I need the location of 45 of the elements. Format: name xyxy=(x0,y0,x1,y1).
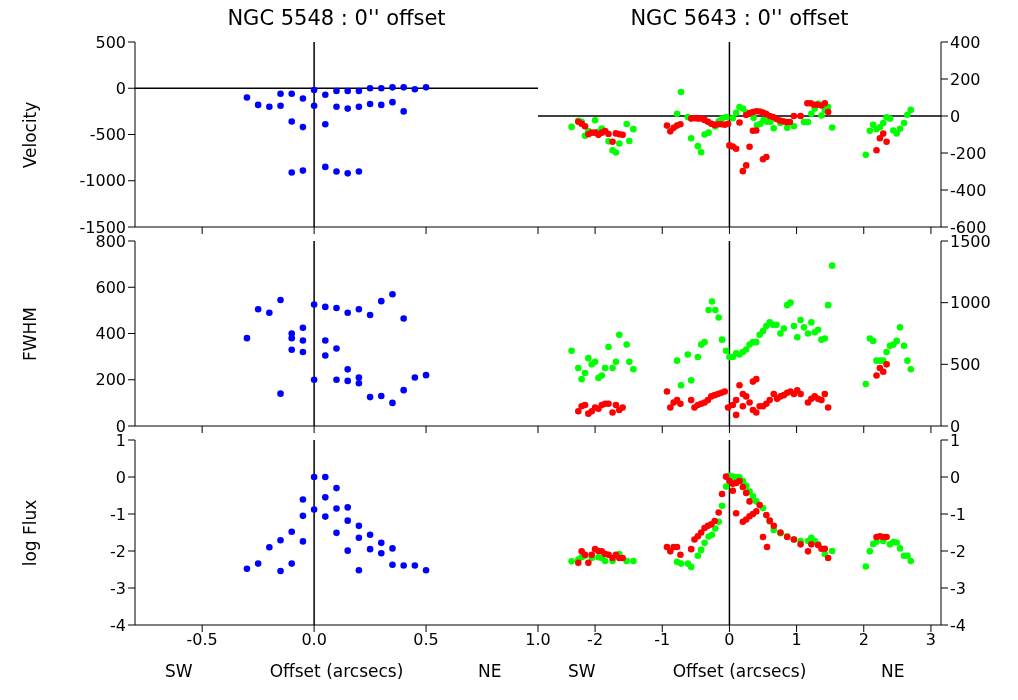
y-tick-label: 0 xyxy=(115,78,126,98)
x-tick-label: -1 xyxy=(654,630,671,650)
x-tick-label: 0.0 xyxy=(301,630,327,650)
chart-title: NGC 5548 : 0'' offset xyxy=(226,6,447,30)
y-tick-label: -400 xyxy=(950,180,987,200)
y-tick-label: -2 xyxy=(950,541,966,561)
y-tick-label: 200 xyxy=(95,370,126,390)
text: SW xyxy=(165,661,193,681)
x-tick-label: 1 xyxy=(791,630,802,650)
y-axis-title: Velocity xyxy=(20,101,40,168)
y-tick-label: 0 xyxy=(950,467,961,487)
y-tick-label: -1 xyxy=(950,504,966,524)
y-tick-label: -200 xyxy=(950,143,987,163)
y-tick-label: -4 xyxy=(110,615,126,635)
x-tick-label: 2 xyxy=(858,630,869,650)
y-tick-label: 500 xyxy=(950,355,981,375)
y-tick-label: 500 xyxy=(95,32,126,52)
y-axis-title: FWHM xyxy=(20,306,40,361)
x-tick-label: 1.0 xyxy=(525,630,551,650)
x-axis-title: Offset (arcsecs) xyxy=(672,661,807,681)
y-tick-label: 200 xyxy=(950,69,981,89)
y-tick-label: -3 xyxy=(950,578,966,598)
y-tick-label: -4 xyxy=(950,615,966,635)
y-tick-label: -3 xyxy=(110,578,126,598)
y-tick-label: -1 xyxy=(110,504,126,524)
y-tick-label: 400 xyxy=(95,324,126,344)
x-axis-title: Offset (arcsecs) xyxy=(269,661,404,681)
x-tick-label: 3 xyxy=(925,630,937,650)
text: NE xyxy=(881,661,905,681)
text: NE xyxy=(478,661,502,681)
y-tick-label: 1000 xyxy=(950,293,991,313)
y-tick-label: 600 xyxy=(95,277,126,297)
y-tick-label: 0 xyxy=(950,106,961,126)
y-tick-label: 0 xyxy=(115,467,126,487)
x-tick-label: 0.5 xyxy=(413,630,439,650)
x-tick-label: 0 xyxy=(724,630,735,650)
y-tick-label: -500 xyxy=(89,125,126,145)
chart-title: NGC 5643 : 0'' offset xyxy=(629,6,850,30)
x-tick-label: -2 xyxy=(587,630,604,650)
x-tick-label: -0.5 xyxy=(186,630,218,650)
y-axis-title: log Flux xyxy=(20,499,40,566)
y-tick-label: -1000 xyxy=(79,171,126,191)
y-tick-label: 400 xyxy=(950,32,981,52)
text: SW xyxy=(568,661,596,681)
y-tick-label: -2 xyxy=(110,541,126,561)
